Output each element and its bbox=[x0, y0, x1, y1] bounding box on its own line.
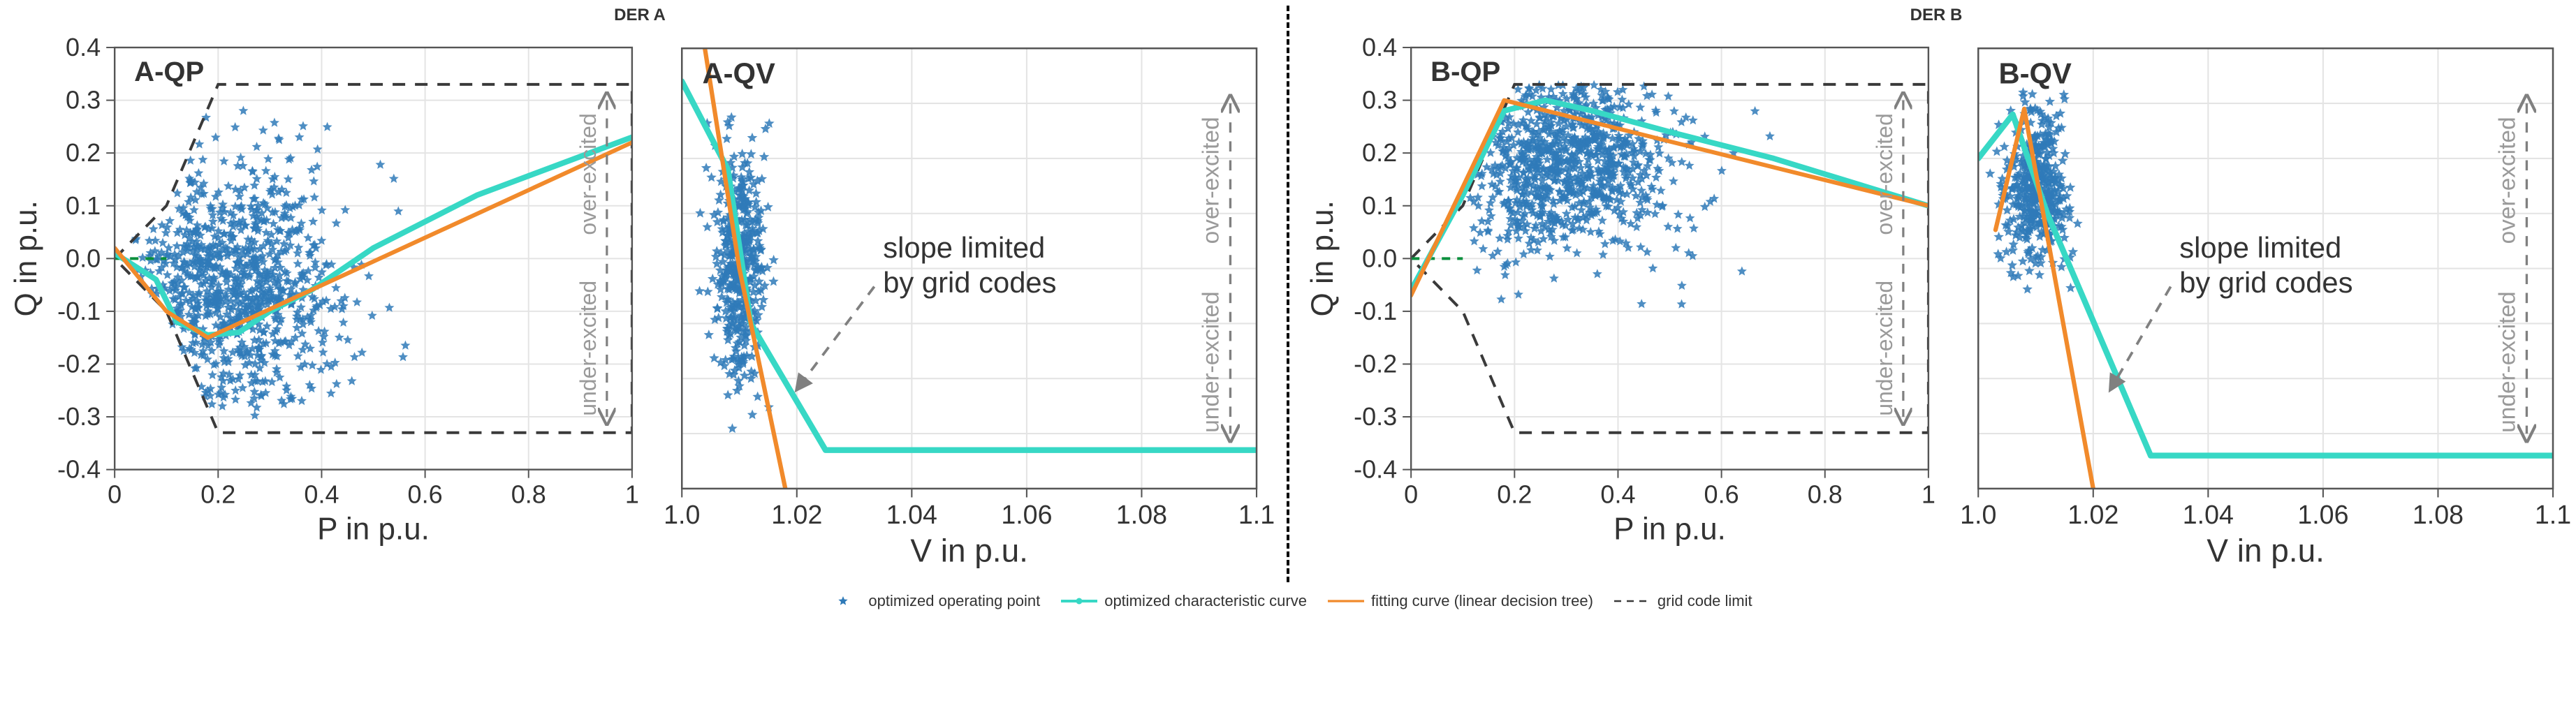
svg-text:1.0: 1.0 bbox=[1960, 500, 1996, 529]
svg-text:-0.1: -0.1 bbox=[57, 297, 101, 325]
figure-root: DER A 0 0.2 0.4 0.6 0.8 1 P in p.u. -0.4 -0.3 -0.… bbox=[6, 6, 2570, 582]
svg-text:A-QV: A-QV bbox=[702, 57, 775, 89]
svg-text:0.6: 0.6 bbox=[408, 480, 443, 509]
svg-text:slope limited: slope limited bbox=[883, 231, 1045, 264]
svg-text:0.2: 0.2 bbox=[66, 138, 101, 167]
der-a-panels: 0 0.2 0.4 0.6 0.8 1 P in p.u. -0.4 -0.3 -0.2 -0.1 0… bbox=[6, 28, 1274, 582]
svg-text:0.4: 0.4 bbox=[1600, 480, 1635, 509]
legend-grid-limit-label: grid code limit bbox=[1657, 592, 1752, 610]
svg-text:0.2: 0.2 bbox=[200, 480, 235, 509]
panel-a-qv: 1.0 1.02 1.04 1.06 1.08 1.1 V in p.u. A-QV over-… bbox=[661, 28, 1274, 582]
svg-text:1.0: 1.0 bbox=[664, 500, 700, 529]
svg-text:by grid codes: by grid codes bbox=[2179, 266, 2352, 299]
svg-text:-0.3: -0.3 bbox=[57, 402, 101, 431]
svg-text:under-excited: under-excited bbox=[2495, 291, 2521, 432]
svg-text:slope limited: slope limited bbox=[2179, 231, 2341, 264]
legend-fit-curve: fitting curve (linear decision tree) bbox=[1326, 592, 1593, 610]
svg-text:0.3: 0.3 bbox=[66, 86, 101, 114]
svg-text:1.02: 1.02 bbox=[771, 500, 822, 529]
svg-text:P in p.u.: P in p.u. bbox=[317, 512, 430, 547]
svg-text:1.08: 1.08 bbox=[1116, 500, 1167, 529]
svg-text:-0.4: -0.4 bbox=[1354, 455, 1397, 484]
legend-fit-curve-label: fitting curve (linear decision tree) bbox=[1371, 592, 1593, 610]
svg-text:0.4: 0.4 bbox=[304, 480, 339, 509]
svg-text:0.2: 0.2 bbox=[1497, 480, 1532, 509]
svg-text:1.08: 1.08 bbox=[2413, 500, 2464, 529]
svg-text:0.2: 0.2 bbox=[1362, 138, 1397, 167]
der-b-title: DER B bbox=[1302, 6, 2570, 25]
svg-text:over-excited: over-excited bbox=[1199, 117, 1224, 244]
svg-text:0.6: 0.6 bbox=[1704, 480, 1739, 509]
svg-text:1: 1 bbox=[625, 480, 639, 509]
svg-text:1.1: 1.1 bbox=[1238, 500, 1274, 529]
svg-text:0.8: 0.8 bbox=[1808, 480, 1843, 509]
svg-text:-0.1: -0.1 bbox=[1354, 297, 1397, 325]
svg-text:0.4: 0.4 bbox=[1362, 33, 1397, 61]
der-a-column: DER A 0 0.2 0.4 0.6 0.8 1 P in p.u. -0.4 -0.3 -0.… bbox=[6, 6, 1274, 582]
svg-text:V in p.u.: V in p.u. bbox=[910, 532, 1028, 568]
chart-a-qv: 1.0 1.02 1.04 1.06 1.08 1.1 V in p.u. A-QV over-… bbox=[661, 28, 1274, 582]
svg-text:V in p.u.: V in p.u. bbox=[2207, 532, 2325, 568]
legend-scatter-label: optimized operating point bbox=[868, 592, 1040, 610]
svg-text:0.1: 0.1 bbox=[66, 191, 101, 220]
panel-b-qv: 1.0 1.02 1.04 1.06 1.08 1.1 V in p.u. B-QV over-… bbox=[1958, 28, 2570, 582]
svg-text:over-excited: over-excited bbox=[2495, 117, 2521, 244]
svg-text:under-excited: under-excited bbox=[1199, 291, 1224, 432]
svg-text:B-QV: B-QV bbox=[1998, 57, 2072, 89]
svg-text:0: 0 bbox=[1404, 480, 1418, 509]
svg-text:Q in p.u.: Q in p.u. bbox=[1305, 200, 1340, 316]
svg-text:P in p.u.: P in p.u. bbox=[1613, 512, 1726, 547]
svg-text:0.3: 0.3 bbox=[1362, 86, 1397, 114]
svg-text:-0.3: -0.3 bbox=[1354, 402, 1397, 431]
svg-text:A-QP: A-QP bbox=[134, 57, 204, 87]
svg-text:0.0: 0.0 bbox=[66, 244, 101, 272]
chart-b-qp: 0 0.2 0.4 0.6 0.8 1 P in p.u. -0.4 -0.3 -0.2 -0.1 0… bbox=[1302, 28, 1945, 559]
svg-text:0.4: 0.4 bbox=[66, 33, 101, 61]
legend-scatter: optimized operating point bbox=[824, 592, 1040, 610]
svg-text:1.06: 1.06 bbox=[1001, 500, 1052, 529]
svg-text:-0.4: -0.4 bbox=[57, 455, 101, 484]
svg-text:under-excited: under-excited bbox=[576, 281, 601, 416]
svg-text:1.04: 1.04 bbox=[886, 500, 937, 529]
svg-text:over-excited: over-excited bbox=[1872, 113, 1897, 235]
chart-a-qp: 0 0.2 0.4 0.6 0.8 1 P in p.u. -0.4 -0.3 -0.2 -0.1 0… bbox=[6, 28, 649, 559]
legend-char-curve: optimized characteristic curve bbox=[1060, 592, 1307, 610]
svg-text:1.02: 1.02 bbox=[2068, 500, 2118, 529]
svg-text:1: 1 bbox=[1922, 480, 1935, 509]
panel-a-qp: 0 0.2 0.4 0.6 0.8 1 P in p.u. -0.4 -0.3 -0.2 -0.1 0… bbox=[6, 28, 649, 582]
svg-text:0.0: 0.0 bbox=[1362, 244, 1397, 272]
der-a-title: DER A bbox=[6, 6, 1274, 25]
svg-text:by grid codes: by grid codes bbox=[883, 266, 1056, 299]
legend: optimized operating point optimized char… bbox=[6, 589, 2570, 613]
svg-text:1.04: 1.04 bbox=[2183, 500, 2234, 529]
svg-text:0.1: 0.1 bbox=[1362, 191, 1397, 220]
legend-grid-limit: grid code limit bbox=[1613, 592, 1752, 610]
svg-text:1.06: 1.06 bbox=[2297, 500, 2348, 529]
svg-text:under-excited: under-excited bbox=[1872, 281, 1897, 416]
svg-text:-0.2: -0.2 bbox=[57, 349, 101, 378]
panel-b-qp: 0 0.2 0.4 0.6 0.8 1 P in p.u. -0.4 -0.3 -0.2 -0.1 0… bbox=[1302, 28, 1945, 582]
vertical-divider bbox=[1287, 6, 1289, 582]
svg-text:Q in p.u.: Q in p.u. bbox=[9, 200, 43, 316]
der-b-panels: 0 0.2 0.4 0.6 0.8 1 P in p.u. -0.4 -0.3 -0.2 -0.1 0… bbox=[1302, 28, 2570, 582]
svg-text:0: 0 bbox=[108, 480, 122, 509]
svg-text:0.8: 0.8 bbox=[511, 480, 546, 509]
legend-char-curve-label: optimized characteristic curve bbox=[1104, 592, 1307, 610]
svg-text:1.1: 1.1 bbox=[2535, 500, 2570, 529]
svg-text:B-QP: B-QP bbox=[1430, 57, 1500, 87]
svg-text:over-excited: over-excited bbox=[576, 113, 601, 235]
svg-text:-0.2: -0.2 bbox=[1354, 349, 1397, 378]
chart-b-qv: 1.0 1.02 1.04 1.06 1.08 1.1 V in p.u. B-QV over-… bbox=[1958, 28, 2570, 582]
der-b-column: DER B 0 0.2 0.4 0.6 0.8 1 P in p.u. -0.4 -0.3 -0.… bbox=[1302, 6, 2570, 582]
